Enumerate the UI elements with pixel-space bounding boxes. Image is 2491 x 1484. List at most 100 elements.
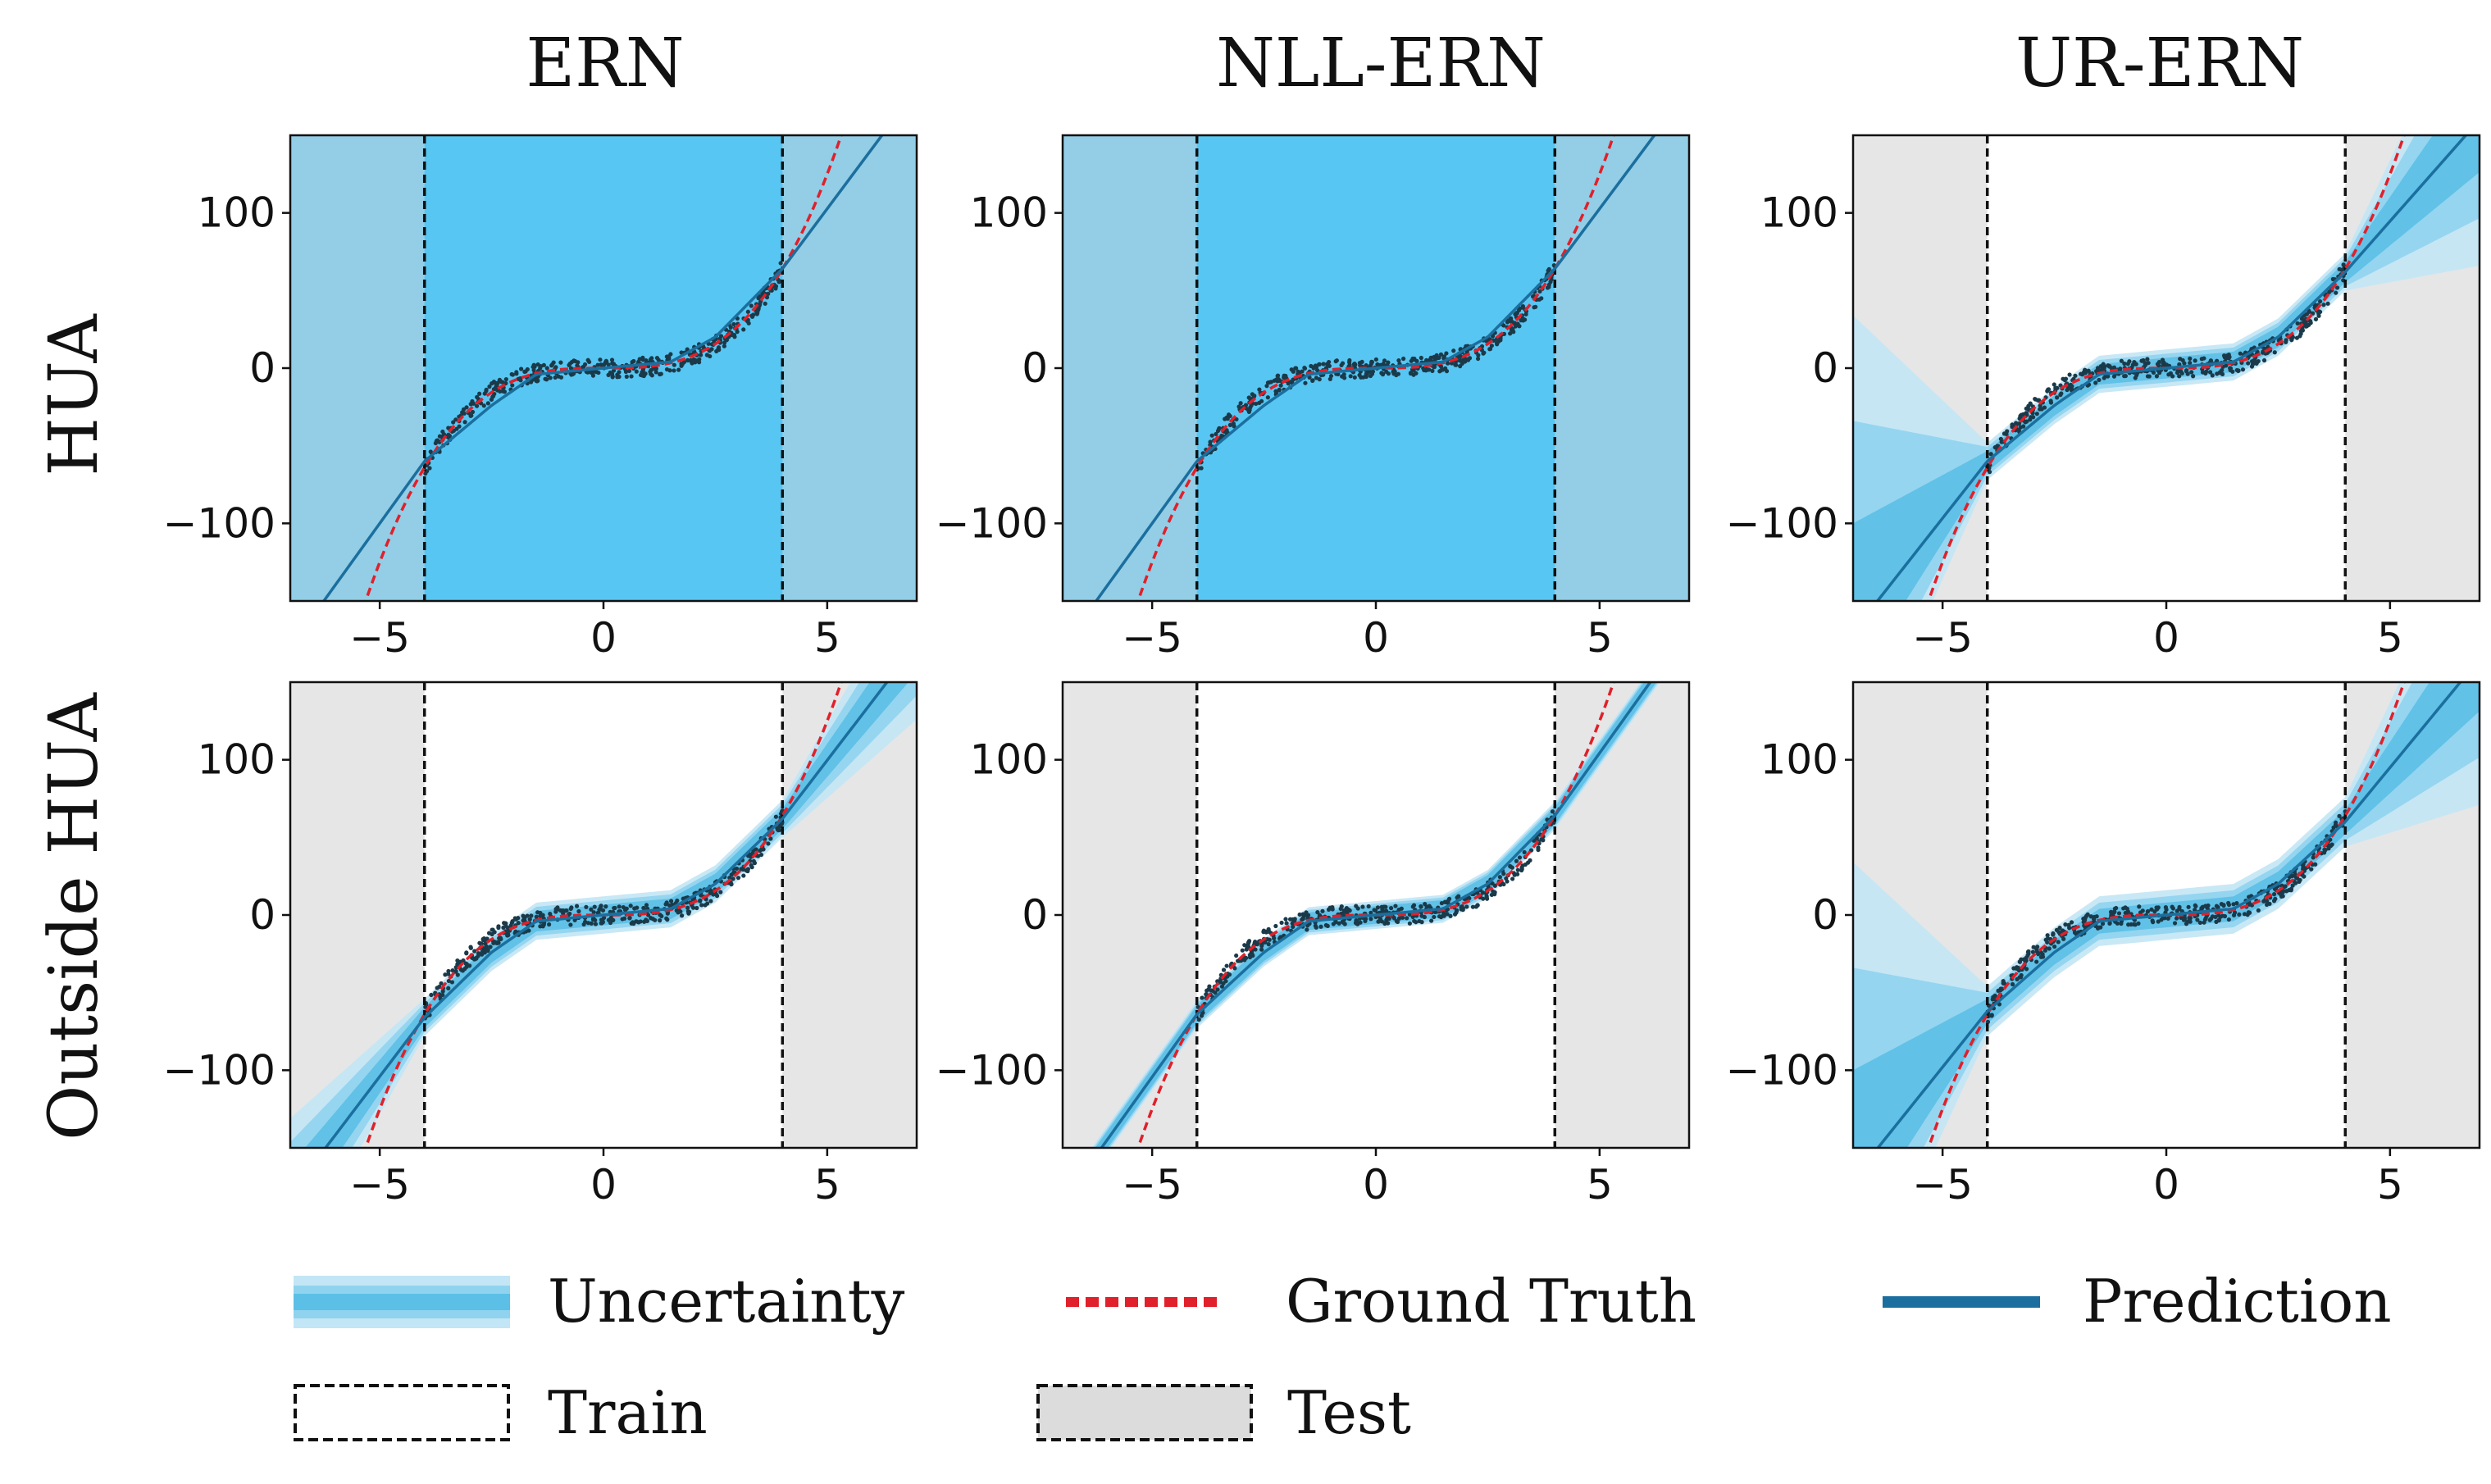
sample-point	[698, 353, 704, 357]
sample-point	[1508, 863, 1513, 869]
sample-point	[1364, 362, 1368, 368]
sample-point	[1360, 904, 1365, 909]
sample-point	[503, 923, 508, 928]
col-title-ur-ern: UR-ERN	[2015, 25, 2304, 102]
sample-point	[727, 875, 732, 881]
sample-point	[1358, 363, 1363, 368]
sample-point	[768, 836, 773, 841]
sample-point	[1460, 904, 1464, 909]
sample-point	[2081, 370, 2086, 375]
sample-point	[640, 373, 645, 378]
sample-point	[455, 972, 460, 977]
sample-point	[1410, 914, 1415, 920]
sample-point	[455, 958, 460, 963]
sample-point	[1214, 431, 1218, 437]
sample-point	[490, 931, 494, 937]
sample-point	[664, 900, 669, 905]
sample-point	[2313, 862, 2318, 867]
sample-point	[1316, 362, 1322, 367]
sample-point	[541, 362, 546, 367]
sample-point	[1253, 947, 1258, 952]
x-tick-label: 0	[1363, 614, 1389, 662]
sample-point	[1348, 374, 1353, 379]
sample-point	[1382, 358, 1387, 363]
sample-point	[1310, 378, 1315, 383]
sample-point	[749, 303, 754, 308]
sample-point	[510, 372, 516, 377]
sample-point	[658, 918, 663, 923]
y-tick-label: −100	[1726, 1046, 1838, 1094]
prediction-line	[321, 135, 884, 601]
sample-point	[468, 945, 473, 949]
sample-point	[2221, 903, 2226, 908]
sample-point	[2088, 914, 2093, 919]
sample-point	[1386, 371, 1391, 376]
sample-point	[763, 301, 767, 306]
sample-point	[534, 914, 539, 919]
sample-point	[493, 380, 498, 385]
sample-point	[2231, 902, 2236, 907]
sample-point	[591, 910, 596, 915]
sample-point	[2264, 902, 2270, 907]
sample-point	[2146, 361, 2151, 366]
sample-point	[2026, 949, 2031, 954]
sample-point	[1352, 375, 1357, 380]
sample-point	[2272, 350, 2277, 355]
sample-point	[2202, 920, 2206, 925]
sample-point	[685, 357, 690, 363]
sample-point	[2290, 335, 2296, 339]
sample-point	[1305, 913, 1309, 918]
sample-point	[1273, 923, 1278, 929]
sample-point	[2107, 921, 2112, 926]
sample-point	[2029, 415, 2033, 420]
sample-point	[484, 944, 489, 949]
y-tick-label: 0	[1022, 344, 1048, 392]
sample-point	[553, 907, 558, 912]
sample-point	[598, 357, 603, 362]
sample-point	[2154, 374, 2160, 379]
sample-point	[1408, 371, 1414, 376]
sample-point	[2019, 957, 2024, 962]
sample-point	[535, 910, 540, 915]
sample-point	[2186, 904, 2191, 909]
sample-point	[627, 916, 632, 921]
sample-point	[755, 307, 760, 312]
sample-point	[2028, 401, 2033, 406]
sample-point	[595, 362, 600, 367]
subplot-4: −5 0 5 −100 0 100	[936, 681, 1691, 1209]
sample-point	[2109, 366, 2114, 371]
sample-point	[563, 908, 568, 913]
x-tick-label: 0	[1363, 1161, 1389, 1209]
sample-point	[2055, 395, 2060, 400]
sample-point	[1265, 380, 1271, 385]
sample-point	[2227, 354, 2232, 360]
sample-point	[2321, 303, 2326, 307]
col-title-ern: ERN	[526, 25, 684, 102]
sample-point	[2121, 906, 2126, 911]
sample-point	[1453, 362, 1458, 367]
sample-point	[1368, 917, 1373, 922]
sample-point	[1242, 958, 1247, 963]
sample-point	[514, 370, 519, 375]
sample-point	[1303, 380, 1308, 385]
sample-point	[1369, 359, 1374, 364]
sample-point	[2220, 367, 2225, 373]
sample-point	[1232, 424, 1236, 429]
sample-point	[2122, 361, 2127, 366]
sample-point	[490, 927, 494, 932]
subplot-grid: −5 0 5 −100 0 100 −5 0 5 −100 0 100 −5 0 5 −100 0 100 −5 0 5…	[163, 134, 2481, 1209]
sample-point	[2313, 316, 2319, 321]
sample-point	[1266, 942, 1271, 947]
sample-point	[2160, 357, 2165, 362]
sample-point	[2272, 892, 2277, 897]
sample-point	[569, 359, 575, 365]
sample-point	[1517, 324, 1522, 329]
sample-point	[1508, 319, 1513, 324]
sample-point	[510, 383, 515, 388]
sample-point	[1318, 924, 1323, 929]
y-tick-label: 100	[970, 189, 1048, 237]
sample-point	[573, 358, 578, 364]
sample-point	[2015, 976, 2020, 982]
sample-point	[1513, 324, 1518, 329]
sample-point	[741, 327, 746, 332]
